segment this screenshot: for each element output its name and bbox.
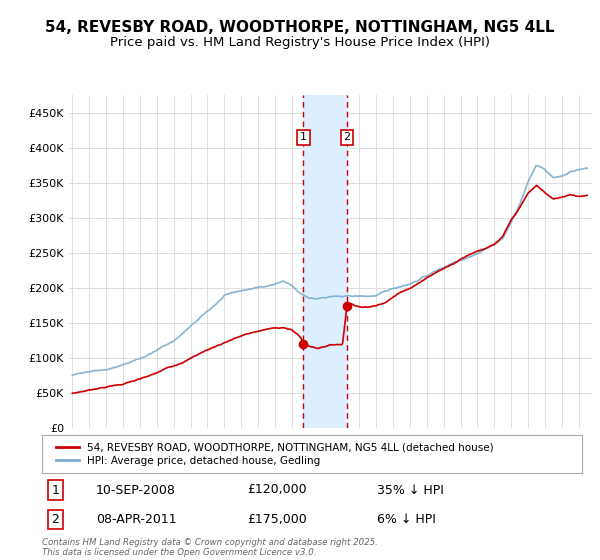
Text: 1: 1 xyxy=(52,483,59,497)
Bar xyxy=(304,95,347,428)
Text: 08-APR-2011: 08-APR-2011 xyxy=(96,513,176,526)
Text: 6% ↓ HPI: 6% ↓ HPI xyxy=(377,513,436,526)
Text: 35% ↓ HPI: 35% ↓ HPI xyxy=(377,483,443,497)
Text: £120,000: £120,000 xyxy=(247,483,307,497)
Text: 1: 1 xyxy=(300,132,307,142)
Text: Price paid vs. HM Land Registry's House Price Index (HPI): Price paid vs. HM Land Registry's House … xyxy=(110,36,490,49)
Text: 10-SEP-2008: 10-SEP-2008 xyxy=(96,483,176,497)
Text: 2: 2 xyxy=(343,132,350,142)
Text: 54, REVESBY ROAD, WOODTHORPE, NOTTINGHAM, NG5 4LL: 54, REVESBY ROAD, WOODTHORPE, NOTTINGHAM… xyxy=(45,20,555,35)
Text: 2: 2 xyxy=(52,513,59,526)
Text: Contains HM Land Registry data © Crown copyright and database right 2025.
This d: Contains HM Land Registry data © Crown c… xyxy=(42,538,378,557)
Text: £175,000: £175,000 xyxy=(247,513,307,526)
Legend: 54, REVESBY ROAD, WOODTHORPE, NOTTINGHAM, NG5 4LL (detached house), HPI: Average: 54, REVESBY ROAD, WOODTHORPE, NOTTINGHAM… xyxy=(53,439,497,469)
